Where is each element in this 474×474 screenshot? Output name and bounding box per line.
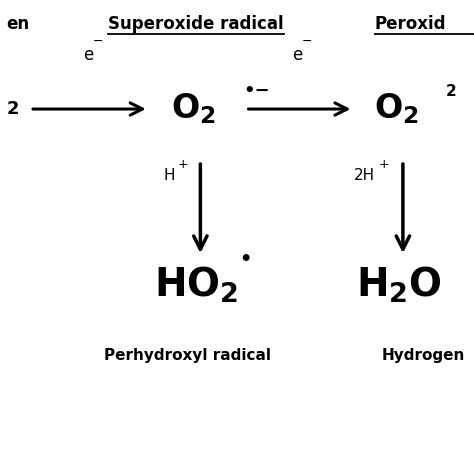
- Text: Perhydroxyl radical: Perhydroxyl radical: [104, 348, 271, 363]
- Text: e: e: [83, 46, 93, 64]
- Text: Hydrogen: Hydrogen: [382, 348, 465, 363]
- Text: en: en: [7, 15, 29, 33]
- Text: •−: •−: [244, 82, 270, 100]
- Text: +: +: [378, 158, 389, 172]
- Text: 2H: 2H: [354, 168, 375, 183]
- Text: 2: 2: [7, 100, 19, 118]
- Text: •: •: [239, 250, 252, 269]
- Text: +: +: [178, 158, 189, 172]
- Text: $\mathbf{O_2}$: $\mathbf{O_2}$: [172, 91, 217, 127]
- Text: 2: 2: [446, 83, 457, 99]
- Text: $\mathbf{H_2O}$: $\mathbf{H_2O}$: [356, 264, 442, 305]
- Text: e: e: [292, 46, 302, 64]
- Text: Peroxid: Peroxid: [375, 15, 447, 33]
- Text: $\mathbf{O_2}$: $\mathbf{O_2}$: [374, 91, 419, 127]
- Text: Superoxide radical: Superoxide radical: [108, 15, 284, 33]
- Text: $\mathbf{HO_2}$: $\mathbf{HO_2}$: [154, 264, 238, 305]
- Text: −: −: [301, 35, 312, 48]
- Text: H: H: [163, 168, 174, 183]
- Text: −: −: [92, 35, 103, 48]
